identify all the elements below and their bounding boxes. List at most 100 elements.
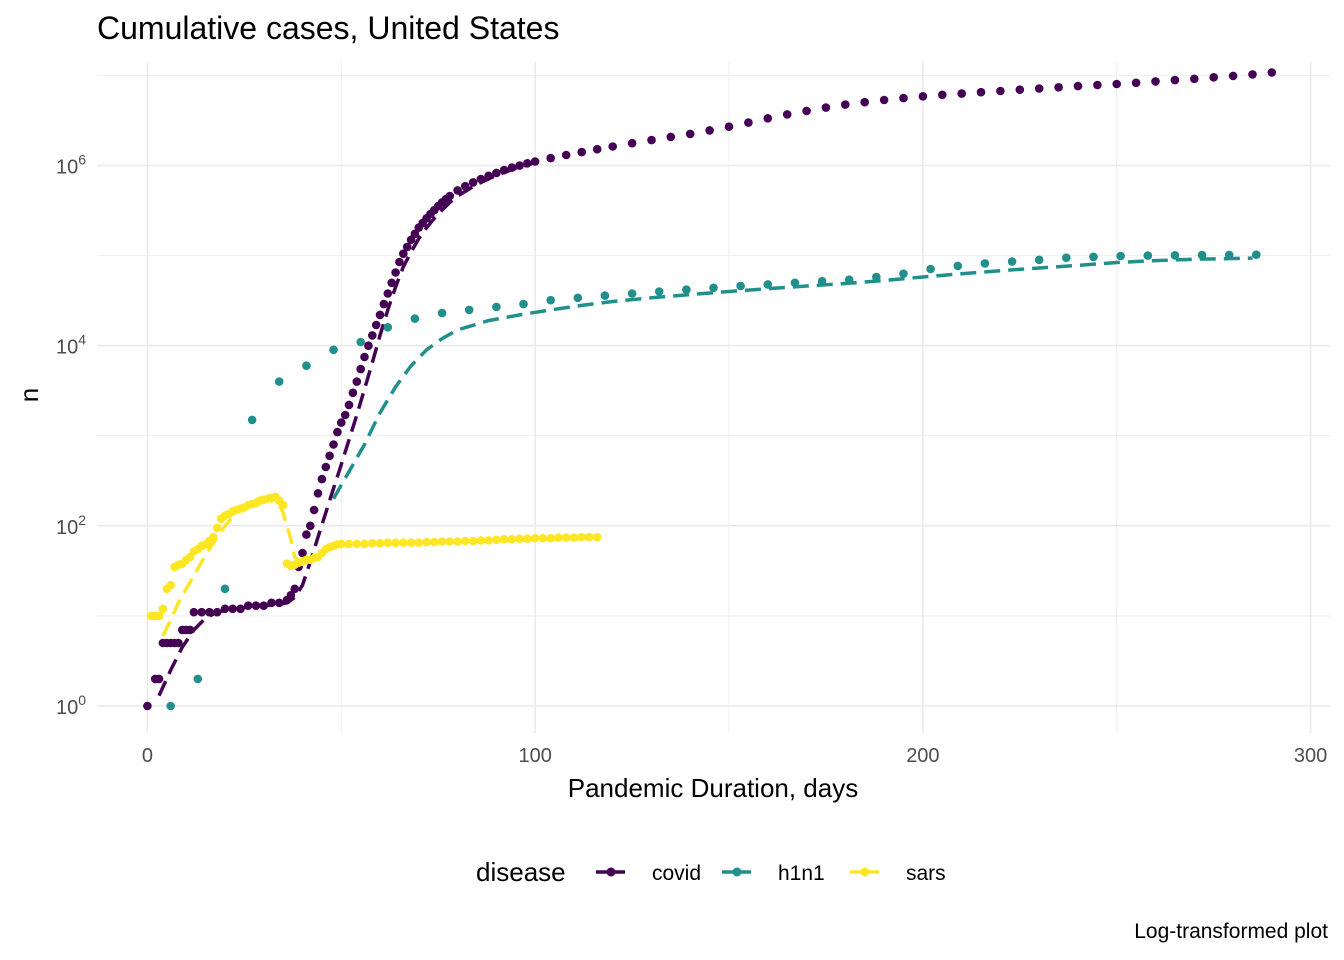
point-covid (957, 89, 966, 98)
point-covid (267, 598, 276, 608)
point-covid (189, 607, 199, 617)
point-covid (627, 138, 637, 148)
point-h1n1 (953, 261, 963, 271)
point-covid (274, 598, 284, 608)
point-h1n1 (274, 377, 284, 386)
x-tick-label: 0 (142, 745, 153, 767)
point-covid (461, 181, 470, 191)
point-covid (154, 674, 164, 684)
point-covid (302, 530, 311, 539)
point-h1n1 (817, 276, 827, 286)
point-sars (468, 536, 478, 546)
point-h1n1 (1116, 251, 1125, 261)
point-sars (569, 533, 579, 542)
point-h1n1 (872, 272, 881, 282)
point-sars (453, 537, 462, 546)
point-covid (1267, 68, 1277, 77)
point-covid (453, 186, 462, 195)
point-covid (197, 607, 206, 617)
point-h1n1 (546, 295, 555, 305)
point-h1n1 (410, 314, 420, 323)
legend-label-covid: covid (652, 862, 701, 885)
point-covid (1112, 79, 1121, 89)
point-covid (1190, 74, 1199, 84)
point-covid (143, 701, 152, 711)
point-covid (1093, 80, 1102, 90)
point-covid (1034, 84, 1044, 93)
point-sars (430, 537, 439, 547)
point-h1n1 (682, 285, 691, 294)
point-h1n1 (383, 323, 393, 332)
point-covid (375, 310, 385, 320)
point-covid (546, 153, 555, 163)
point-covid (360, 352, 369, 362)
point-h1n1 (464, 305, 474, 315)
point-h1n1 (1062, 253, 1071, 262)
point-h1n1 (1034, 255, 1044, 265)
point-sars (166, 580, 175, 590)
point-covid (1151, 77, 1160, 86)
point-h1n1 (1252, 250, 1261, 259)
point-covid (337, 418, 346, 427)
y-axis-title: n (14, 388, 44, 402)
point-h1n1 (1007, 257, 1017, 266)
point-covid (410, 229, 420, 239)
point-sars (209, 532, 218, 542)
fit-line-sars (161, 497, 598, 637)
point-covid (507, 163, 517, 172)
point-covid (309, 505, 319, 515)
point-covid (938, 90, 947, 100)
point-h1n1 (492, 302, 501, 312)
point-h1n1 (654, 287, 664, 296)
point-covid (1209, 73, 1218, 82)
point-covid (286, 590, 296, 600)
point-covid (996, 86, 1005, 96)
point-h1n1 (302, 361, 311, 371)
fit-line-h1n1 (331, 256, 1253, 500)
point-covid (387, 278, 397, 288)
point-covid (399, 249, 408, 258)
point-covid (391, 268, 400, 277)
point-covid (236, 604, 245, 614)
point-covid (484, 171, 493, 181)
point-sars (577, 532, 586, 542)
point-covid (1170, 75, 1180, 85)
point-covid (1073, 81, 1083, 91)
y-tick-label: 100 (56, 692, 86, 719)
point-sars (484, 536, 493, 545)
point-sars (499, 534, 509, 544)
point-sars (154, 611, 164, 621)
point-covid (243, 601, 253, 610)
point-sars (278, 500, 288, 510)
point-h1n1 (899, 269, 908, 279)
y-tick-label: 104 (56, 332, 86, 359)
point-h1n1 (844, 275, 854, 285)
point-h1n1 (763, 280, 773, 289)
x-tick-label: 300 (1294, 745, 1327, 767)
point-sars (414, 538, 424, 547)
point-sars (592, 532, 602, 542)
point-h1n1 (790, 278, 800, 288)
point-h1n1 (329, 345, 338, 355)
point-covid (608, 142, 617, 151)
point-covid (259, 601, 269, 610)
point-sars (561, 533, 571, 542)
point-covid (298, 548, 307, 558)
point-covid (468, 178, 478, 187)
point-covid (499, 165, 509, 175)
point-h1n1 (1089, 252, 1098, 262)
point-covid (976, 87, 986, 97)
point-covid (647, 135, 656, 145)
point-sars (585, 532, 594, 542)
point-covid (561, 150, 571, 160)
point-covid (340, 410, 350, 420)
point-covid (383, 289, 393, 298)
point-sars (476, 536, 486, 545)
point-h1n1 (220, 584, 230, 594)
point-sars (391, 538, 400, 547)
point-covid (802, 106, 811, 116)
point-sars (461, 536, 470, 546)
point-sars (399, 538, 408, 547)
x-axis-title: Pandemic Duration, days (568, 773, 858, 803)
point-covid (348, 388, 358, 398)
